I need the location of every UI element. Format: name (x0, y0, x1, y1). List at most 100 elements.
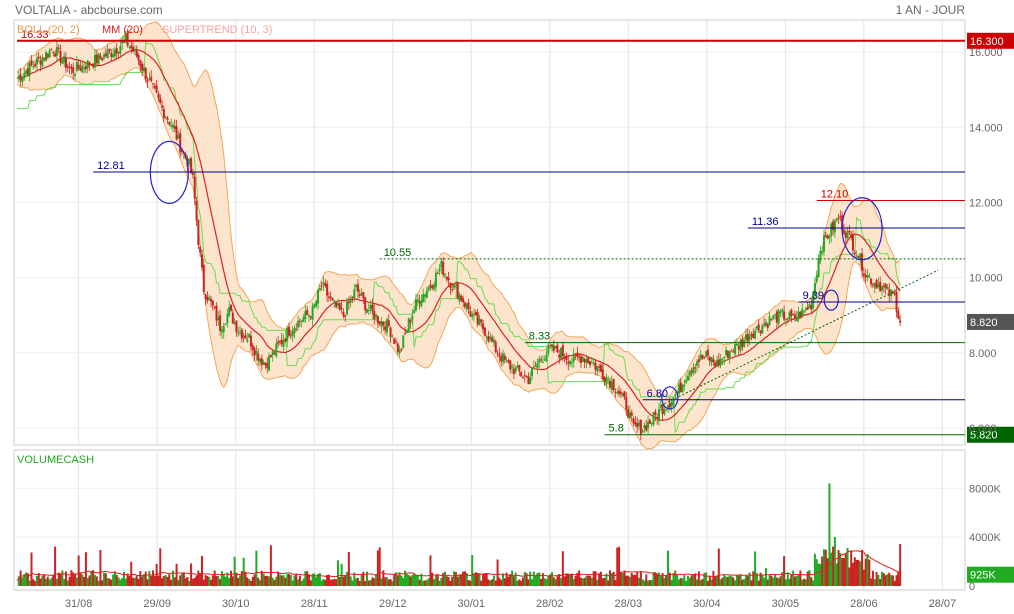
candle-body (373, 310, 376, 320)
legend-supertrend[interactable]: SUPERTREND (10, 3) (162, 24, 272, 36)
volume-bar (630, 573, 633, 586)
volume-bar (251, 576, 254, 586)
volume-bar (244, 571, 247, 586)
volume-bar (877, 574, 880, 586)
volume-bar (322, 579, 325, 586)
volume-bar (581, 578, 584, 586)
candle-body (710, 357, 713, 363)
volume-bar (26, 573, 29, 586)
volume-bar (72, 572, 75, 586)
volume-bar (696, 579, 699, 586)
volume-bar (393, 573, 396, 586)
candle-body (264, 362, 267, 366)
volume-bar (425, 579, 428, 586)
volume-bar (859, 561, 862, 586)
candle-body (235, 320, 238, 333)
candle-body (596, 366, 599, 372)
candle-body (315, 300, 318, 307)
volume-bar (737, 575, 740, 586)
volume-bar (164, 575, 167, 586)
volume-bar (304, 571, 307, 586)
candle-body (471, 314, 474, 318)
volume-bar (297, 579, 300, 586)
volume-bar (672, 573, 675, 586)
volume-bar (135, 575, 138, 586)
candle-body (17, 76, 20, 79)
candle-body (297, 320, 300, 328)
candle-body (732, 351, 735, 353)
candle-body (313, 304, 316, 308)
volume-bar (706, 580, 709, 586)
candle-body (460, 296, 463, 301)
volume-bar (35, 575, 38, 586)
volume-bar (188, 580, 191, 586)
volume-bar (868, 559, 871, 586)
volume-bar (540, 579, 543, 586)
candle-body (320, 285, 323, 287)
volume-bar (670, 579, 673, 586)
volume-bar (518, 579, 521, 586)
volume-bar (750, 580, 753, 586)
volume-bar (277, 571, 280, 586)
volume-bar (17, 576, 20, 586)
candle-body (26, 68, 29, 75)
volume-bar (458, 574, 461, 586)
volume-bar (313, 573, 316, 586)
legend-volume[interactable]: VOLUMECASH (17, 454, 94, 466)
volume-bar (699, 580, 702, 586)
candle-body (405, 330, 408, 334)
candle-body (375, 314, 378, 318)
volume-bar (842, 558, 845, 586)
volume-bar (137, 578, 140, 586)
volume-bar (650, 579, 653, 586)
candle-body (68, 66, 71, 68)
volume-bar (61, 570, 64, 586)
volume-bar (857, 559, 860, 586)
candle-body (639, 420, 642, 435)
volume-bar (532, 571, 535, 586)
volume-bar (647, 580, 650, 586)
volume-bar (561, 551, 564, 586)
candle-body (445, 276, 448, 280)
candle-body (835, 218, 838, 221)
candle-body (752, 333, 755, 339)
candle-body (425, 290, 428, 298)
volume-bar (95, 576, 98, 586)
candle-body (804, 308, 807, 310)
candle-body (284, 338, 287, 342)
candle-body (266, 363, 269, 369)
period-label[interactable]: 1 AN - JOUR (896, 3, 966, 17)
candle-body (746, 333, 749, 342)
volume-bar (329, 579, 332, 586)
level-label: 16.33 (21, 29, 49, 41)
candle-body (525, 375, 528, 377)
volume-bar (318, 572, 321, 586)
volume-bar (710, 579, 713, 586)
volume-bar (792, 570, 795, 586)
volume-bar (882, 573, 885, 586)
candle-body (168, 121, 171, 125)
candle-body (833, 220, 836, 233)
volume-bar (171, 570, 174, 586)
candle-body (360, 293, 363, 296)
volume-bar (822, 549, 825, 586)
candle-body (237, 333, 240, 335)
candle-body (97, 53, 100, 65)
volume-bar (609, 570, 612, 586)
candle-body (259, 358, 262, 363)
candle-body (224, 323, 227, 326)
volume-bar (320, 580, 323, 586)
candle-body (674, 394, 677, 397)
volume-bar (360, 574, 363, 586)
legend-mm[interactable]: MM (20) (102, 24, 143, 36)
volume-axis: 0 4000K 8000K 925K (967, 483, 1014, 593)
candle-body (35, 58, 38, 65)
volume-bar (64, 571, 67, 586)
supertrend-line (17, 40, 901, 434)
candle-body (367, 309, 370, 311)
candle-body (46, 54, 49, 58)
volume-bar (667, 550, 670, 586)
volume-bar (346, 571, 349, 586)
legend-boll[interactable]: BOLL (20, 2) (17, 24, 80, 36)
candle-body (389, 327, 392, 337)
